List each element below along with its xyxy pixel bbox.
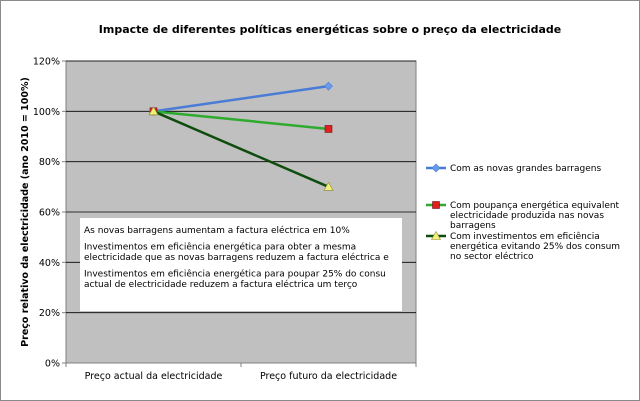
annotation-line: actual de electricidade reduzem a factur… xyxy=(84,279,358,290)
y-tick-label: 120% xyxy=(33,57,60,68)
legend-label: Com poupança energética equivalent xyxy=(450,200,620,211)
y-tick-label: 80% xyxy=(39,157,60,168)
legend-label: barragens xyxy=(450,221,496,231)
legend-entry: Com as novas grandes barragens xyxy=(426,163,601,174)
series-line xyxy=(153,110,329,131)
legend-swatch-marker xyxy=(431,163,441,173)
legend-entry: Com investimentos em eficiênciaenergétic… xyxy=(426,230,620,262)
legend-label: no sector eléctrico xyxy=(450,251,534,262)
legend-entry: Com poupança energética equivalentelectr… xyxy=(426,200,620,231)
annotation-background xyxy=(80,218,402,311)
series-layer xyxy=(148,81,334,191)
annotation-line: Investimentos em eficiência energética p… xyxy=(84,269,386,280)
annotation-box: As novas barragens aumentam a factura el… xyxy=(80,218,402,311)
legend-swatch-marker xyxy=(432,201,440,209)
y-axis-label: Preço relativo da electricidade (ano 201… xyxy=(20,77,31,347)
annotation-line: electricidade que as novas barragens red… xyxy=(84,252,389,263)
x-tick-label: Preço actual da electricidade xyxy=(85,371,223,382)
legend-swatch-marker xyxy=(430,230,442,240)
series-point xyxy=(324,125,333,133)
legend-label: electricidade produzida nas novas xyxy=(450,211,604,221)
series-line xyxy=(153,110,329,188)
y-tick-label: 100% xyxy=(33,107,60,118)
legend-label: energética evitando 25% dos consum xyxy=(450,241,620,252)
annotation-line: Investimentos em eficiência energética p… xyxy=(84,242,356,253)
series-line xyxy=(153,84,329,113)
y-tick-label: 60% xyxy=(39,208,60,219)
y-tick-label: 40% xyxy=(39,258,60,269)
annotation-line: As novas barragens aumentam a factura el… xyxy=(84,225,350,236)
series-point xyxy=(323,181,334,191)
legend-label: Com investimentos em eficiência xyxy=(450,231,600,242)
series-point xyxy=(148,106,159,116)
series-point xyxy=(324,81,333,91)
y-tick-label: 20% xyxy=(39,308,60,319)
x-axis-ticks: Preço actual da electricidade Preço futur… xyxy=(65,363,417,382)
legend: Com as novas grandes barragens Com poupan… xyxy=(426,163,620,262)
chart-title: Impacte de diferentes políticas energéti… xyxy=(99,23,561,36)
x-tick-label: Preço futuro da electricidade xyxy=(260,371,397,382)
series-3 xyxy=(148,106,334,191)
y-tick-label: 0% xyxy=(45,359,60,370)
y-axis-ticks: 0% 20% 40% 60% 80% 100% 120% xyxy=(33,57,66,370)
legend-label: Com as novas grandes barragens xyxy=(450,164,601,174)
